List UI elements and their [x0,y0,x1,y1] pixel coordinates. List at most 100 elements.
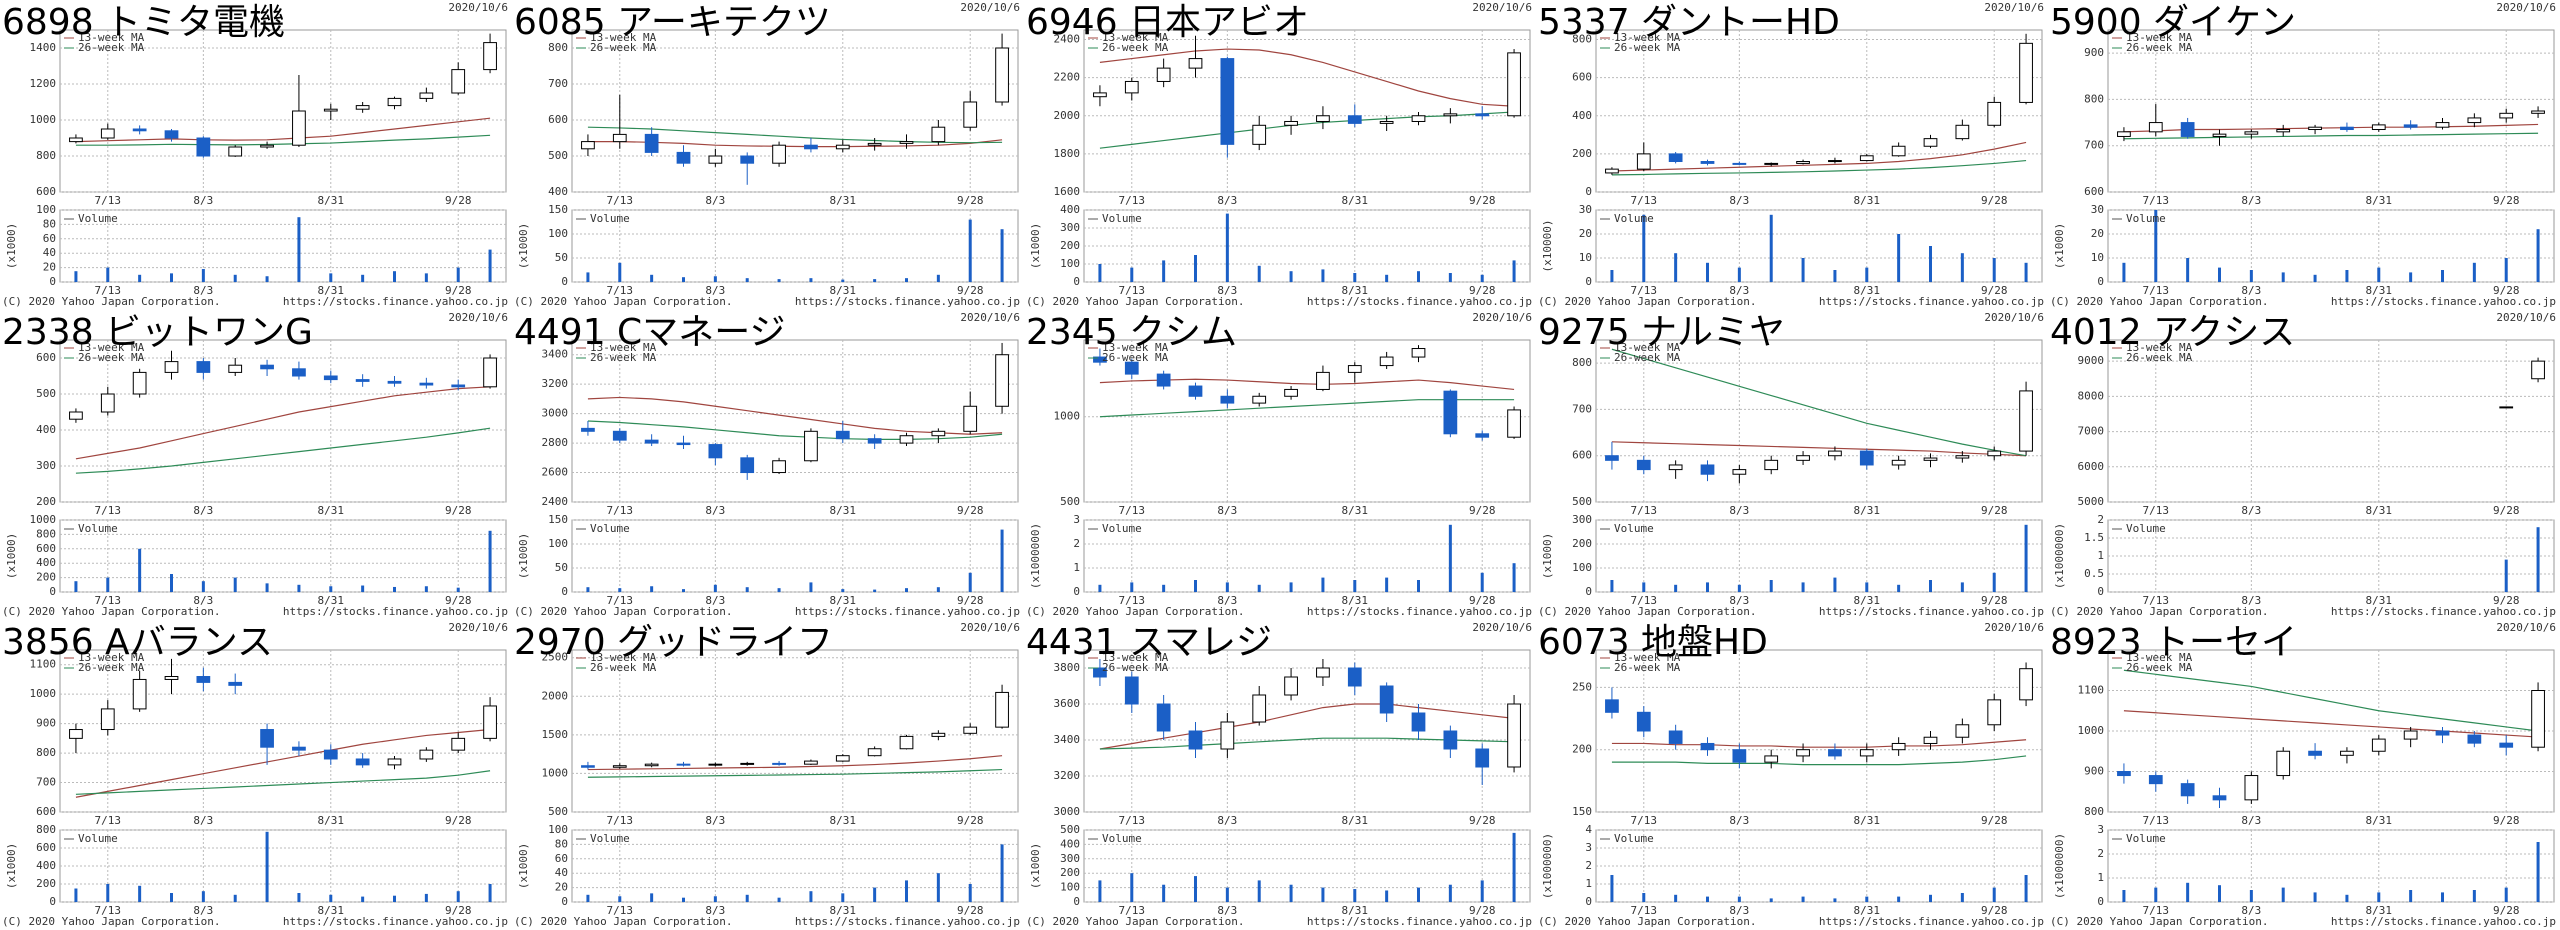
volume-bar [1098,264,1102,282]
price-panel [571,339,1019,503]
candle-body [132,128,147,132]
x-tick-label: 7/13 [1631,904,1658,917]
legend-label: 13-week MA [2126,341,2193,354]
candle-body [292,110,306,146]
x-tick-label: 7/13 [607,814,634,827]
price-panel [571,649,1019,813]
volume-bar [138,274,142,282]
volume-bar [618,262,622,282]
y-tick-label: 0 [1073,895,1080,908]
volume-bar [2249,890,2253,902]
candle-body [708,155,723,164]
legend-label: 13-week MA [78,651,145,664]
candle-body [483,357,497,388]
chart-title: 9275 ナルミヤ [1538,312,1785,353]
x-tick-label: 8/31 [318,904,345,917]
volume-bar [329,586,333,592]
volume-bar [618,896,622,902]
volume-bar [586,587,590,592]
candle-body [772,144,786,164]
volume-bar [2472,262,2476,282]
volume-bar [297,217,301,282]
legend-label: 26-week MA [78,351,145,364]
candle-body [644,439,659,444]
candle-body [1316,371,1330,390]
candle-body [1923,457,1938,461]
x-tick-label: 7/13 [607,504,634,517]
candle-body [323,375,338,381]
candle-body [132,371,147,395]
volume-bar [1737,896,1741,902]
volume-bar [1000,229,1004,282]
candle-body [387,97,402,107]
candle-body [451,737,466,751]
volume-bar [1706,896,1709,902]
y-tick-label: 1600 [1054,185,1081,198]
candle-body [1859,450,1874,466]
y-tick-label: 400 [36,859,56,872]
volume-bar [1833,898,1837,902]
volume-panel [59,209,507,283]
volume-panel [1083,829,1531,903]
candle-body [2403,730,2418,740]
x-tick-label: 9/28 [957,284,984,297]
volume-bar [2345,270,2349,282]
candle-body [1859,155,1874,162]
x-tick-label: 8/31 [318,194,345,207]
volume-bar [586,272,590,282]
candle-body [419,92,434,99]
legend-label: Volume [78,832,118,845]
candle-body [676,151,691,164]
candle-body [1636,711,1651,732]
candle-body [708,763,723,766]
x-tick-label: 9/28 [1981,194,2008,207]
candle-body [1732,162,1747,165]
y-tick-label: 900 [2084,765,2104,778]
x-tick-label: 9/28 [2493,504,2520,517]
volume-bar [138,548,142,592]
y-tick-label: 500 [1060,823,1080,836]
x-tick-label: 8/3 [1217,904,1237,917]
candle-body [2371,738,2386,752]
y-tick-label: 600 [1572,71,1592,84]
price-panel [1595,29,2043,193]
candle-body [228,146,243,157]
volume-bar [2504,887,2508,902]
y-tick-label: 700 [2084,139,2104,152]
y-tick-label: 400 [36,423,56,436]
volume-bar [1833,270,1837,282]
volume-bar [265,583,269,592]
x-tick-label: 9/28 [1469,284,1496,297]
y-tick-label: 500 [548,149,568,162]
volume-bar [1130,873,1134,902]
volume-bar [2154,887,2158,902]
volume-bar [361,274,365,282]
volume-bar [1162,260,1166,282]
legend-label: Volume [78,212,118,225]
x-tick-label: 7/13 [1631,504,1658,517]
price-panel [1083,29,1531,193]
volume-bar [170,893,173,902]
y-tick-label: 3 [1073,513,1080,526]
y-tick-label: 200 [36,571,56,584]
volume-bar [106,884,110,902]
volume-bar [361,585,365,592]
y-tick-label: 1000 [1054,410,1081,423]
x-tick-label: 8/3 [1217,284,1237,297]
moving-average [75,770,491,795]
x-tick-label: 9/28 [1469,904,1496,917]
x-tick-label: 9/28 [445,284,472,297]
candle-body [581,765,595,768]
moving-average [1611,441,2027,457]
y-tick-label: 200 [1572,537,1592,550]
volume-bar [1929,246,1932,282]
candle-body [740,457,755,474]
candle-body [451,69,466,94]
volume-bar [106,267,110,282]
volume-bar [2536,527,2540,592]
y-tick-label: 200 [36,495,56,508]
candle-body [355,105,370,110]
legend-label: Volume [1614,832,1654,845]
y-tick-label: 7000 [2078,425,2105,438]
